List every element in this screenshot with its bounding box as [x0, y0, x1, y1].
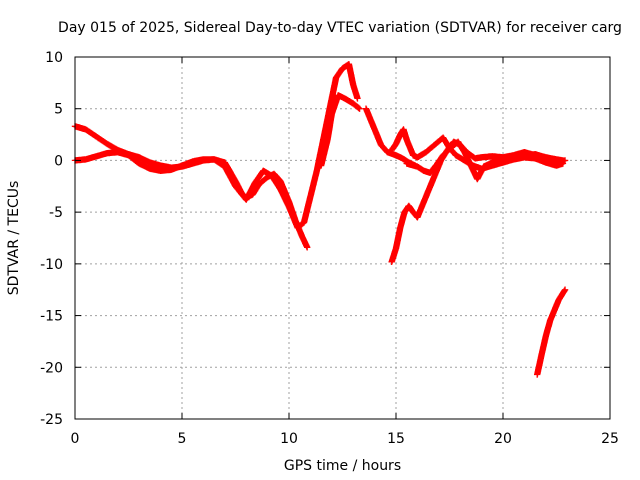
y-tick-label: 5 [54, 102, 63, 118]
x-tick-label: 25 [601, 431, 619, 447]
x-tick-label: 0 [71, 431, 80, 447]
data-points [71, 61, 569, 378]
series-track-1 [71, 123, 311, 251]
x-tick-label: 10 [280, 431, 298, 447]
x-tick-label: 15 [387, 431, 405, 447]
series-markers [317, 92, 363, 169]
y-tick-label: -15 [40, 309, 63, 325]
axis-ticks: 0 5 10 15 20 25 -25 -20 -15 -10 -5 0 5 10 [40, 50, 619, 447]
y-axis-title: SDTVAR / TECUs [6, 181, 22, 296]
y-tick-label: -10 [40, 257, 63, 273]
series-markers [534, 286, 569, 378]
chart-title: Day 015 of 2025, Sidereal Day-to-day VTE… [58, 20, 622, 36]
series-markers [388, 138, 569, 265]
y-tick-label: 0 [54, 153, 63, 169]
series-track-4 [362, 105, 419, 169]
x-tick-label: 5 [178, 431, 187, 447]
plot-frame [74, 56, 611, 420]
x-axis-title: GPS time / hours [284, 458, 401, 474]
series-track-7 [388, 138, 569, 265]
series-markers [362, 105, 419, 169]
y-tick-label: -5 [49, 205, 63, 221]
series-track-3 [317, 92, 363, 169]
y-tick-label: -25 [40, 412, 63, 428]
series-track-8 [534, 286, 569, 378]
grid-lines [75, 57, 610, 419]
y-tick-label: -20 [40, 360, 63, 376]
x-tick-label: 20 [494, 431, 512, 447]
series-markers [71, 123, 311, 251]
y-tick-label: 10 [45, 50, 63, 66]
